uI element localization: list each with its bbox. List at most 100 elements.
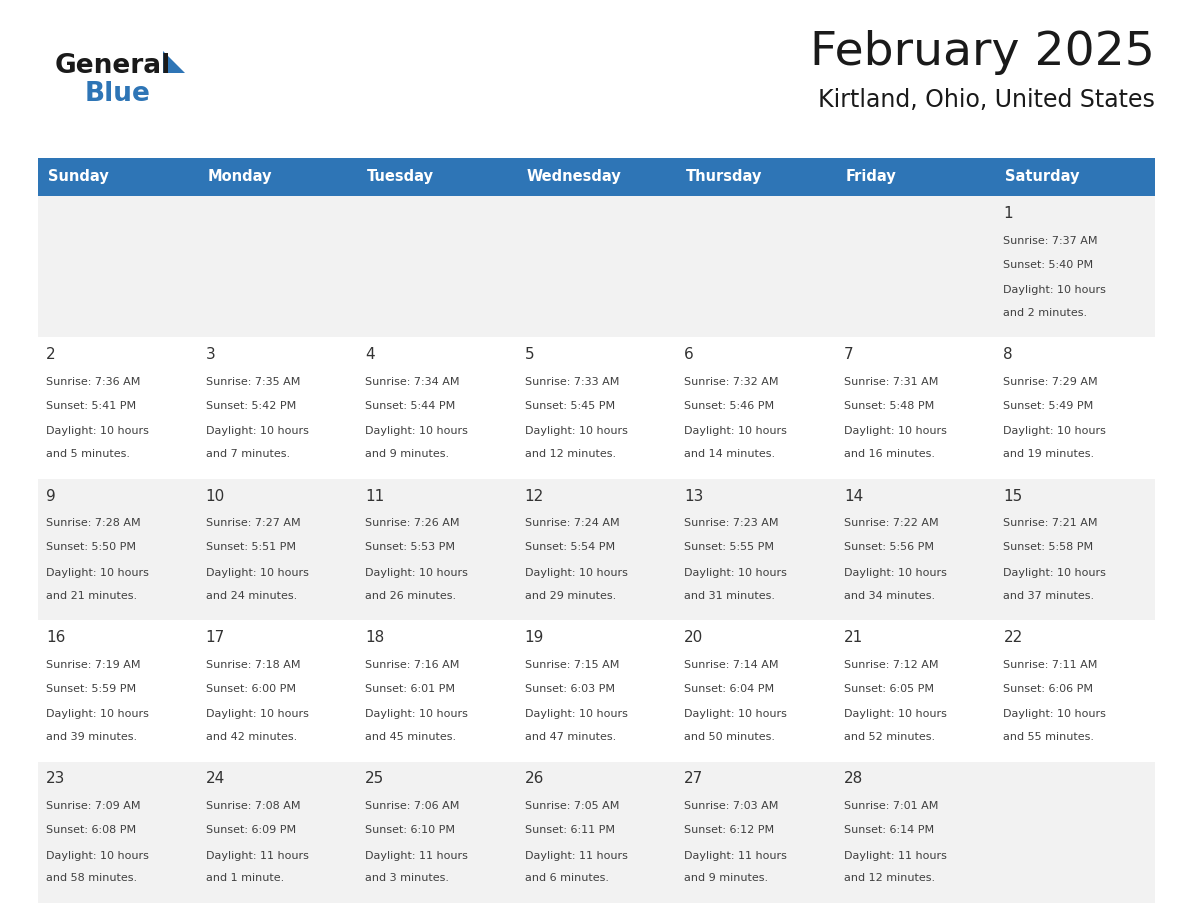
Text: and 12 minutes.: and 12 minutes. [843,873,935,883]
Text: and 34 minutes.: and 34 minutes. [843,590,935,600]
Text: Sunset: 6:11 PM: Sunset: 6:11 PM [525,825,614,835]
Text: Daylight: 10 hours: Daylight: 10 hours [1004,568,1106,578]
Text: Daylight: 11 hours: Daylight: 11 hours [206,851,309,861]
Text: 4: 4 [365,347,374,363]
Text: Sunset: 5:44 PM: Sunset: 5:44 PM [365,401,455,411]
Text: Sunrise: 7:01 AM: Sunrise: 7:01 AM [843,801,939,812]
Text: Sunset: 5:42 PM: Sunset: 5:42 PM [206,401,296,411]
Text: Daylight: 10 hours: Daylight: 10 hours [684,568,788,578]
Text: 19: 19 [525,630,544,645]
Text: Sunrise: 7:32 AM: Sunrise: 7:32 AM [684,377,779,387]
Text: and 29 minutes.: and 29 minutes. [525,590,615,600]
Text: Sunset: 6:00 PM: Sunset: 6:00 PM [206,684,296,694]
Text: Sunrise: 7:11 AM: Sunrise: 7:11 AM [1004,660,1098,670]
Text: 3: 3 [206,347,215,363]
Text: Sunrise: 7:28 AM: Sunrise: 7:28 AM [46,519,140,529]
Text: 2: 2 [46,347,56,363]
Text: Daylight: 10 hours: Daylight: 10 hours [843,568,947,578]
Text: and 14 minutes.: and 14 minutes. [684,449,776,459]
Text: and 5 minutes.: and 5 minutes. [46,449,129,459]
Text: Daylight: 10 hours: Daylight: 10 hours [1004,285,1106,295]
Text: and 3 minutes.: and 3 minutes. [365,873,449,883]
Text: and 52 minutes.: and 52 minutes. [843,732,935,742]
Text: 5: 5 [525,347,535,363]
Text: Sunset: 6:08 PM: Sunset: 6:08 PM [46,825,137,835]
Text: Monday: Monday [207,170,272,185]
Text: Thursday: Thursday [685,170,763,185]
Text: 11: 11 [365,488,385,504]
Text: 15: 15 [1004,488,1023,504]
Text: Daylight: 11 hours: Daylight: 11 hours [843,851,947,861]
Text: Sunrise: 7:15 AM: Sunrise: 7:15 AM [525,660,619,670]
Text: Sunset: 5:54 PM: Sunset: 5:54 PM [525,543,615,553]
Text: 17: 17 [206,630,225,645]
Text: Daylight: 10 hours: Daylight: 10 hours [206,568,309,578]
Text: Sunrise: 7:03 AM: Sunrise: 7:03 AM [684,801,778,812]
Text: and 1 minute.: and 1 minute. [206,873,284,883]
Text: Sunrise: 7:09 AM: Sunrise: 7:09 AM [46,801,140,812]
Text: and 16 minutes.: and 16 minutes. [843,449,935,459]
Text: Sunset: 5:46 PM: Sunset: 5:46 PM [684,401,775,411]
Text: Sunrise: 7:06 AM: Sunrise: 7:06 AM [365,801,460,812]
Text: Daylight: 10 hours: Daylight: 10 hours [206,710,309,720]
Text: Daylight: 10 hours: Daylight: 10 hours [206,427,309,436]
Text: and 6 minutes.: and 6 minutes. [525,873,608,883]
Text: February 2025: February 2025 [810,30,1155,75]
Text: Sunset: 5:59 PM: Sunset: 5:59 PM [46,684,137,694]
Text: Daylight: 10 hours: Daylight: 10 hours [843,427,947,436]
Text: Sunset: 5:45 PM: Sunset: 5:45 PM [525,401,615,411]
Polygon shape [163,51,185,73]
Text: Sunset: 5:55 PM: Sunset: 5:55 PM [684,543,775,553]
Text: Sunset: 5:53 PM: Sunset: 5:53 PM [365,543,455,553]
Text: Sunrise: 7:31 AM: Sunrise: 7:31 AM [843,377,939,387]
Text: 14: 14 [843,488,864,504]
Text: Sunset: 5:40 PM: Sunset: 5:40 PM [1004,260,1093,270]
Text: and 12 minutes.: and 12 minutes. [525,449,615,459]
Text: Daylight: 10 hours: Daylight: 10 hours [684,710,788,720]
Text: Sunrise: 7:24 AM: Sunrise: 7:24 AM [525,519,619,529]
Text: Friday: Friday [846,170,896,185]
Text: Daylight: 10 hours: Daylight: 10 hours [843,710,947,720]
Text: 24: 24 [206,771,225,787]
Text: 23: 23 [46,771,65,787]
Text: 21: 21 [843,630,864,645]
Text: Sunset: 6:14 PM: Sunset: 6:14 PM [843,825,934,835]
Text: Sunset: 5:41 PM: Sunset: 5:41 PM [46,401,137,411]
Text: Sunrise: 7:26 AM: Sunrise: 7:26 AM [365,519,460,529]
Text: Daylight: 10 hours: Daylight: 10 hours [1004,427,1106,436]
Text: Daylight: 10 hours: Daylight: 10 hours [1004,710,1106,720]
Text: 26: 26 [525,771,544,787]
Text: Daylight: 10 hours: Daylight: 10 hours [684,427,788,436]
Text: Sunrise: 7:18 AM: Sunrise: 7:18 AM [206,660,301,670]
Text: Sunrise: 7:23 AM: Sunrise: 7:23 AM [684,519,779,529]
Text: Daylight: 10 hours: Daylight: 10 hours [525,568,627,578]
Text: Sunset: 6:03 PM: Sunset: 6:03 PM [525,684,614,694]
Text: Sunrise: 7:35 AM: Sunrise: 7:35 AM [206,377,299,387]
Text: and 24 minutes.: and 24 minutes. [206,590,297,600]
Text: Sunrise: 7:36 AM: Sunrise: 7:36 AM [46,377,140,387]
Text: and 39 minutes.: and 39 minutes. [46,732,137,742]
Text: Daylight: 10 hours: Daylight: 10 hours [365,710,468,720]
Text: Sunset: 6:01 PM: Sunset: 6:01 PM [365,684,455,694]
Text: 13: 13 [684,488,703,504]
Text: Wednesday: Wednesday [526,170,621,185]
Text: and 9 minutes.: and 9 minutes. [684,873,769,883]
Text: Sunset: 6:05 PM: Sunset: 6:05 PM [843,684,934,694]
Text: 10: 10 [206,488,225,504]
Text: 28: 28 [843,771,864,787]
Text: and 45 minutes.: and 45 minutes. [365,732,456,742]
Text: Daylight: 10 hours: Daylight: 10 hours [365,568,468,578]
Text: 22: 22 [1004,630,1023,645]
Text: Daylight: 10 hours: Daylight: 10 hours [525,427,627,436]
Text: Sunrise: 7:29 AM: Sunrise: 7:29 AM [1004,377,1098,387]
Text: and 19 minutes.: and 19 minutes. [1004,449,1094,459]
Text: and 58 minutes.: and 58 minutes. [46,873,137,883]
Text: Daylight: 11 hours: Daylight: 11 hours [525,851,627,861]
Text: and 9 minutes.: and 9 minutes. [365,449,449,459]
Text: Sunset: 6:12 PM: Sunset: 6:12 PM [684,825,775,835]
Text: Sunrise: 7:16 AM: Sunrise: 7:16 AM [365,660,460,670]
Text: Sunset: 5:56 PM: Sunset: 5:56 PM [843,543,934,553]
Text: Sunrise: 7:21 AM: Sunrise: 7:21 AM [1004,519,1098,529]
Text: Sunset: 5:48 PM: Sunset: 5:48 PM [843,401,934,411]
Text: and 37 minutes.: and 37 minutes. [1004,590,1094,600]
